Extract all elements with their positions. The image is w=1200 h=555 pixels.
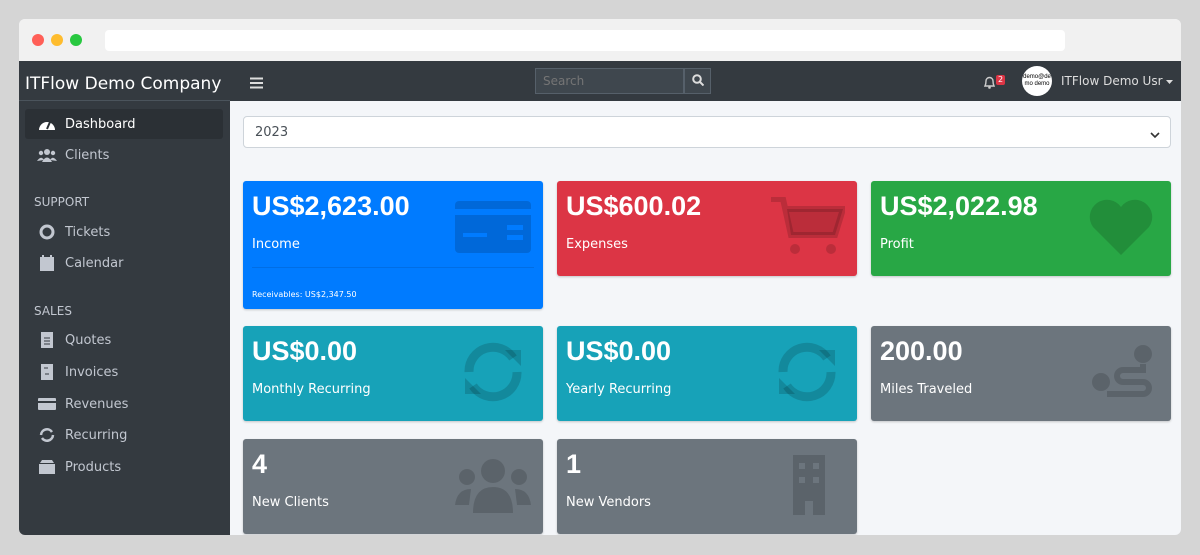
- building-icon: [769, 455, 845, 515]
- close-dot[interactable]: [32, 34, 44, 46]
- yearly-recurring-card[interactable]: US$0.00 Yearly Recurring: [557, 326, 857, 421]
- topbar: 2 demo@demo demo ITFlow Demo Usr: [230, 61, 1181, 101]
- chevron-down-icon: [1150, 128, 1160, 143]
- sidebar-item-calendar[interactable]: Calendar: [25, 248, 223, 278]
- browser-window: ITFlow Demo Company Dashboard Clients SU…: [19, 19, 1181, 535]
- dashboard-content: 2023 US$2,623.00 Income Receivables: US$2…: [230, 101, 1181, 535]
- tachometer-icon: [37, 116, 57, 132]
- miles-traveled-card[interactable]: 200.00 Miles Traveled: [871, 326, 1171, 421]
- route-icon: [1083, 342, 1159, 402]
- sidebar-item-quotes[interactable]: Quotes: [25, 325, 223, 355]
- credit-card-icon: [37, 396, 57, 412]
- profit-card[interactable]: US$2,022.98 Profit: [871, 181, 1171, 276]
- sidebar-item-revenues[interactable]: Revenues: [25, 389, 223, 419]
- maximize-dot[interactable]: [70, 34, 82, 46]
- sync-icon: [769, 342, 845, 402]
- expenses-card[interactable]: US$600.02 Expenses: [557, 181, 857, 276]
- menu-toggle-icon[interactable]: [250, 74, 263, 93]
- search-form: [535, 68, 711, 94]
- calendar-icon: [37, 255, 57, 271]
- new-clients-card[interactable]: 4 New Clients: [243, 439, 543, 534]
- browser-chrome: [19, 19, 1181, 61]
- year-select[interactable]: 2023: [243, 116, 1171, 148]
- sidebar-item-dashboard[interactable]: Dashboard: [25, 109, 223, 139]
- life-ring-icon: [37, 224, 57, 240]
- file-invoice-icon: [37, 364, 57, 380]
- credit-card-icon: [455, 197, 531, 257]
- heart-icon: [1083, 197, 1159, 257]
- avatar[interactable]: demo@demo demo: [1022, 66, 1052, 96]
- bell-icon[interactable]: [983, 74, 996, 93]
- sidebar-item-products[interactable]: Products: [25, 452, 223, 482]
- search-input[interactable]: [535, 68, 684, 94]
- sidebar-item-recurring[interactable]: Recurring: [25, 420, 223, 450]
- users-icon: [455, 455, 531, 515]
- shopping-cart-icon: [769, 197, 845, 257]
- income-card[interactable]: US$2,623.00 Income Receivables: US$2,347.…: [243, 181, 543, 309]
- address-bar[interactable]: [105, 30, 1065, 51]
- sync-icon: [455, 342, 531, 402]
- minimize-dot[interactable]: [51, 34, 63, 46]
- sync-icon: [37, 427, 57, 443]
- user-menu[interactable]: ITFlow Demo Usr: [1061, 74, 1174, 88]
- search-button[interactable]: [684, 68, 711, 94]
- caret-down-icon: [1166, 74, 1174, 88]
- brand[interactable]: ITFlow Demo Company: [19, 61, 230, 101]
- notification-badge: 2: [996, 75, 1006, 85]
- sidebar-item-invoices[interactable]: Invoices: [25, 357, 223, 387]
- box-icon: [37, 459, 57, 475]
- sales-header: SALES: [34, 304, 72, 318]
- receivables: Receivables: US$2,347.50: [252, 290, 357, 299]
- file-icon: [37, 332, 57, 348]
- sidebar-item-tickets[interactable]: Tickets: [25, 217, 223, 247]
- sidebar: ITFlow Demo Company Dashboard Clients SU…: [19, 61, 230, 535]
- search-icon: [691, 73, 704, 89]
- support-header: SUPPORT: [34, 195, 90, 209]
- new-vendors-card[interactable]: 1 New Vendors: [557, 439, 857, 534]
- sidebar-item-clients[interactable]: Clients: [25, 140, 223, 170]
- monthly-recurring-card[interactable]: US$0.00 Monthly Recurring: [243, 326, 543, 421]
- users-icon: [37, 147, 57, 163]
